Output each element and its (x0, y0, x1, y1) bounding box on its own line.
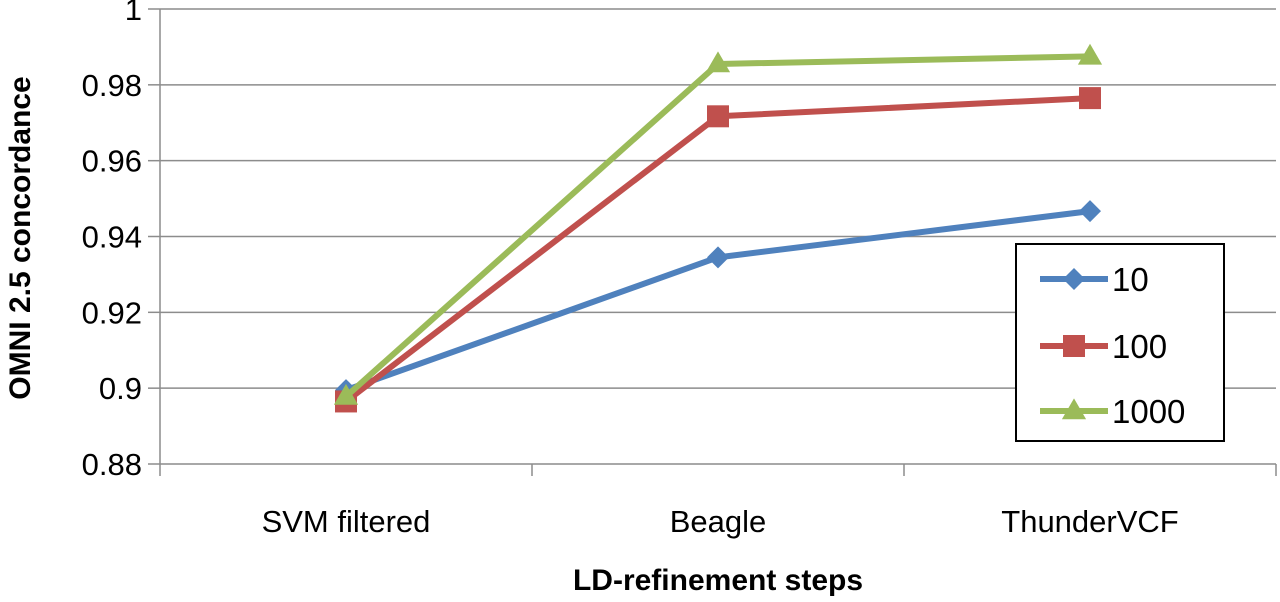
x-tick-label: SVM filtered (262, 504, 431, 539)
data-point-1000 (1077, 43, 1103, 65)
legend-marker-10 (1063, 268, 1085, 290)
y-tick-label: 0.92 (82, 295, 142, 330)
x-axis-title: LD-refinement steps (573, 564, 863, 597)
legend-entry-1000: 1000 (1040, 393, 1185, 430)
series-1000 (333, 43, 1103, 405)
axes (148, 8, 1277, 476)
y-tick-label: 0.94 (82, 220, 142, 255)
y-tick-label: 0.88 (82, 447, 142, 482)
legend-entry-100: 100 (1040, 328, 1167, 365)
data-point-1000 (333, 383, 359, 405)
y-tick-label: 0.98 (82, 68, 142, 103)
y-axis-title: OMNI 2.5 concordance (4, 76, 37, 399)
legend-marker-1000 (1061, 398, 1087, 420)
series-layer (333, 43, 1103, 413)
data-point-10 (1079, 200, 1101, 223)
data-point-100 (1079, 87, 1101, 110)
x-tick-label: Beagle (670, 504, 767, 539)
y-tick-label: 0.9 (99, 371, 142, 406)
legend: 10 100 1000 (1015, 243, 1225, 442)
x-tick-labels: SVM filtered Beagle ThunderVCF (262, 504, 1179, 539)
data-point-100 (707, 105, 729, 128)
legend-label-100: 100 (1112, 328, 1167, 365)
legend-marker-100 (1063, 335, 1085, 357)
data-point-10 (707, 246, 729, 269)
legend-label-10: 10 (1112, 261, 1149, 298)
legend-label-1000: 1000 (1112, 393, 1185, 430)
y-tick-label: 0.96 (82, 144, 142, 179)
data-point-1000 (705, 51, 731, 73)
y-tick-labels: 0.88 0.9 0.92 0.94 0.96 0.98 1 (82, 0, 142, 482)
x-tick-label: ThunderVCF (1001, 504, 1178, 539)
y-tick-label: 1 (125, 0, 142, 27)
legend-entry-10: 10 (1040, 261, 1149, 298)
